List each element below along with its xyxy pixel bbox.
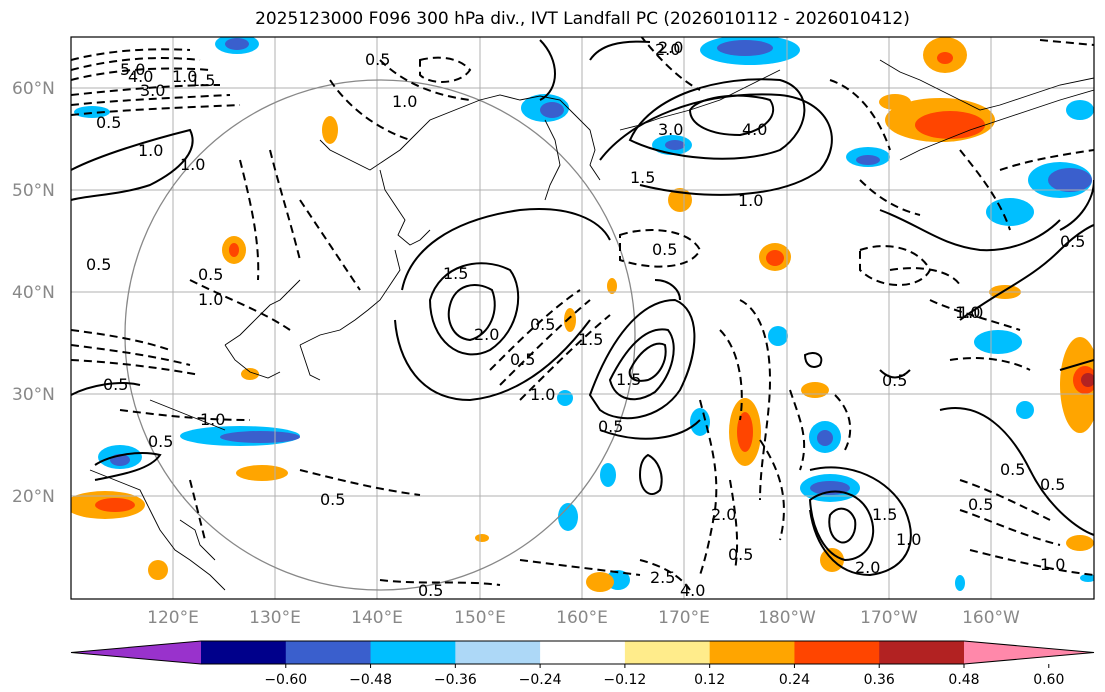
colorbar-tick-label: 0.36 — [864, 672, 895, 688]
contour-label-layer: 5.0 4.0 3.0 2.0 1.5 1.0 0.5 0.5 0.5 2.0 … — [86, 38, 1085, 600]
contour-label: 0.5 — [103, 375, 128, 394]
contour-label: 0.5 — [510, 350, 535, 369]
contour-label: 5.0 — [120, 60, 145, 79]
contour-label: 4.0 — [742, 120, 767, 139]
contour-label: 0.5 — [1000, 460, 1025, 479]
contour-label: 0.5 — [198, 265, 223, 284]
contour-label: 2.0 — [711, 505, 736, 524]
colorbar-tick-label: −0.24 — [519, 672, 562, 688]
contour-label: 0.5 — [86, 255, 111, 274]
colorbar-segment — [201, 641, 287, 664]
contour-label: 2.0 — [855, 558, 880, 577]
contour-label: 1.5 — [578, 330, 603, 349]
gridlines — [71, 37, 1094, 599]
contour-label: 4.0 — [128, 67, 153, 86]
colorbar-segment — [540, 641, 626, 664]
lon-label: 120°E — [147, 608, 199, 628]
contour-label: 0.5 — [882, 371, 907, 390]
contour-lines-dashed — [71, 37, 1094, 591]
colorbar-tick-label: −0.48 — [349, 672, 392, 688]
contour-label: 0.5 — [968, 495, 993, 514]
contour-label: 1.0 — [172, 67, 197, 86]
colorbar-tick-label: 0.12 — [694, 672, 725, 688]
contour-label: 0.5 — [365, 50, 390, 69]
map-frame — [70, 36, 1095, 600]
contour-label: 1.0 — [530, 385, 555, 404]
colorbar-segment — [285, 641, 372, 664]
contour-label: 4.0 — [680, 581, 705, 600]
colorbar-extend-low — [71, 641, 201, 664]
lat-label: 50°N — [12, 181, 55, 201]
contour-label: 1.0 — [1040, 555, 1065, 574]
colorbar-tick-label: 0.48 — [948, 672, 979, 688]
landfall-circle — [124, 79, 636, 591]
contour-label: 0.5 — [530, 315, 555, 334]
contour-label: 0.5 — [148, 432, 173, 451]
contour-label: 0.5 — [598, 417, 623, 436]
contour-label: 1.0 — [955, 303, 980, 322]
lon-label: 170°W — [860, 608, 918, 628]
colorbar: −0.60 −0.48 −0.36 −0.24 −0.12 0.12 0.24 0.36 0.4… — [70, 640, 1095, 688]
colorbar-segment — [624, 641, 711, 664]
contour-label: 2.0 — [658, 38, 683, 57]
contour-label: 1.0 — [896, 530, 921, 549]
lon-axis: 120°E 130°E 140°E 150°E 160°E 170°E 180°… — [147, 608, 1020, 628]
lat-label: 60°N — [12, 79, 55, 99]
lon-label: 140°E — [351, 608, 403, 628]
colorbar-tick-label: −0.60 — [264, 672, 307, 688]
contour-label: 1.0 — [738, 191, 763, 210]
colorbar-tick-label: −0.36 — [434, 672, 477, 688]
contour-label: 1.0 — [958, 303, 983, 322]
lon-label: 160°W — [962, 608, 1020, 628]
contour-label: 1.0 — [200, 410, 225, 429]
contour-label: 1.5 — [190, 71, 215, 90]
contour-label: 0.5 — [728, 545, 753, 564]
colorbar-segment — [879, 641, 965, 664]
contour-label: 1.5 — [443, 264, 468, 283]
lon-label: 180°W — [758, 608, 816, 628]
contour-label: 0.5 — [96, 113, 121, 132]
contour-label: 2.0 — [655, 40, 680, 59]
contour-label: 1.5 — [630, 168, 655, 187]
colorbar-extend-high — [964, 641, 1094, 664]
contour-label: 1.5 — [616, 370, 641, 389]
contour-label: 1.0 — [138, 141, 163, 160]
contour-label: 1.0 — [180, 155, 205, 174]
lon-label: 170°E — [658, 608, 710, 628]
lon-label: 160°E — [556, 608, 608, 628]
contour-label: 0.5 — [1060, 232, 1085, 251]
colorbar-segment — [370, 641, 456, 664]
contour-label: 2.0 — [474, 325, 499, 344]
colorbar-segment — [794, 641, 880, 664]
map-title: 2025123000 F096 300 hPa div., IVT Landfa… — [255, 9, 910, 29]
contour-label: 2.5 — [650, 568, 675, 587]
contour-label: 0.5 — [1040, 475, 1065, 494]
contour-lines — [71, 39, 1094, 577]
colorbar-tick-label: 0.24 — [779, 672, 810, 688]
colorbar-tick-label: −0.12 — [603, 672, 646, 688]
colorbar-segment — [455, 641, 541, 664]
lat-label: 40°N — [12, 283, 55, 303]
lon-label: 130°E — [249, 608, 301, 628]
contour-label: 1.0 — [198, 290, 223, 309]
lat-axis: 60°N 50°N 40°N 30°N 20°N — [12, 79, 55, 507]
colorbar-outline — [70, 640, 1095, 665]
contour-label: 0.5 — [320, 490, 345, 509]
contour-label: 3.0 — [658, 120, 683, 139]
lat-label: 30°N — [12, 385, 55, 405]
shading-layer — [71, 37, 1094, 592]
contour-label: 0.5 — [652, 240, 677, 259]
contour-label: 0.5 — [418, 581, 443, 600]
lon-label: 150°E — [454, 608, 506, 628]
contour-label: 1.0 — [392, 92, 417, 111]
colorbar-segment — [709, 641, 795, 664]
colorbar-tick-label: 0.60 — [1033, 672, 1064, 688]
contour-label: 3.0 — [140, 81, 165, 100]
lat-label: 20°N — [12, 487, 55, 507]
contour-label: 1.5 — [872, 505, 897, 524]
